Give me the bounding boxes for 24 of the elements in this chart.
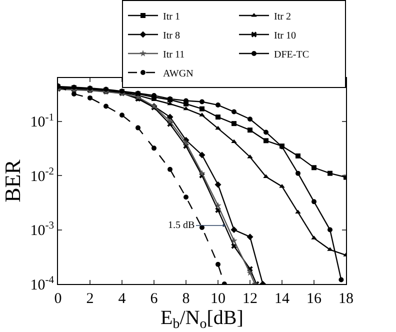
y-tick-label: 10$^{-2}$ [30, 166, 54, 185]
y-tick-label: 10$^{-1}$ [30, 112, 54, 131]
legend-label: Itr 1 [163, 11, 180, 22]
x-tick-label: 4 [118, 291, 126, 307]
y-tick-label: 10$^{-4}$ [30, 274, 55, 294]
legend-label: DFE-TC [274, 49, 310, 60]
legend-label: AWGN [163, 68, 194, 80]
x-tick-label: 0 [54, 291, 62, 307]
x-tick-label: 14 [274, 291, 290, 307]
legend-label: Itr 2 [274, 11, 291, 22]
x-tick-label: 10 [210, 291, 226, 307]
y-axis-title: BER [0, 159, 25, 202]
annotation: 1.5 dB [168, 220, 195, 231]
x-tick-label: 6 [150, 291, 158, 307]
y-tick-label: 10$^{-3}$ [30, 220, 54, 240]
x-tick-label: 18 [338, 291, 354, 307]
x-tick-label: 16 [306, 291, 322, 307]
x-tick-label: 12 [242, 291, 258, 307]
legend-label: Itr 10 [274, 30, 296, 42]
x-axis-title: E$_{b}$/N$_{o}$[dB] [160, 306, 244, 332]
legend-label: Itr 11 [163, 49, 185, 60]
x-tick-label: 8 [182, 291, 190, 307]
x-tick-label: 2 [86, 291, 94, 307]
legend-label: Itr 8 [163, 30, 180, 42]
